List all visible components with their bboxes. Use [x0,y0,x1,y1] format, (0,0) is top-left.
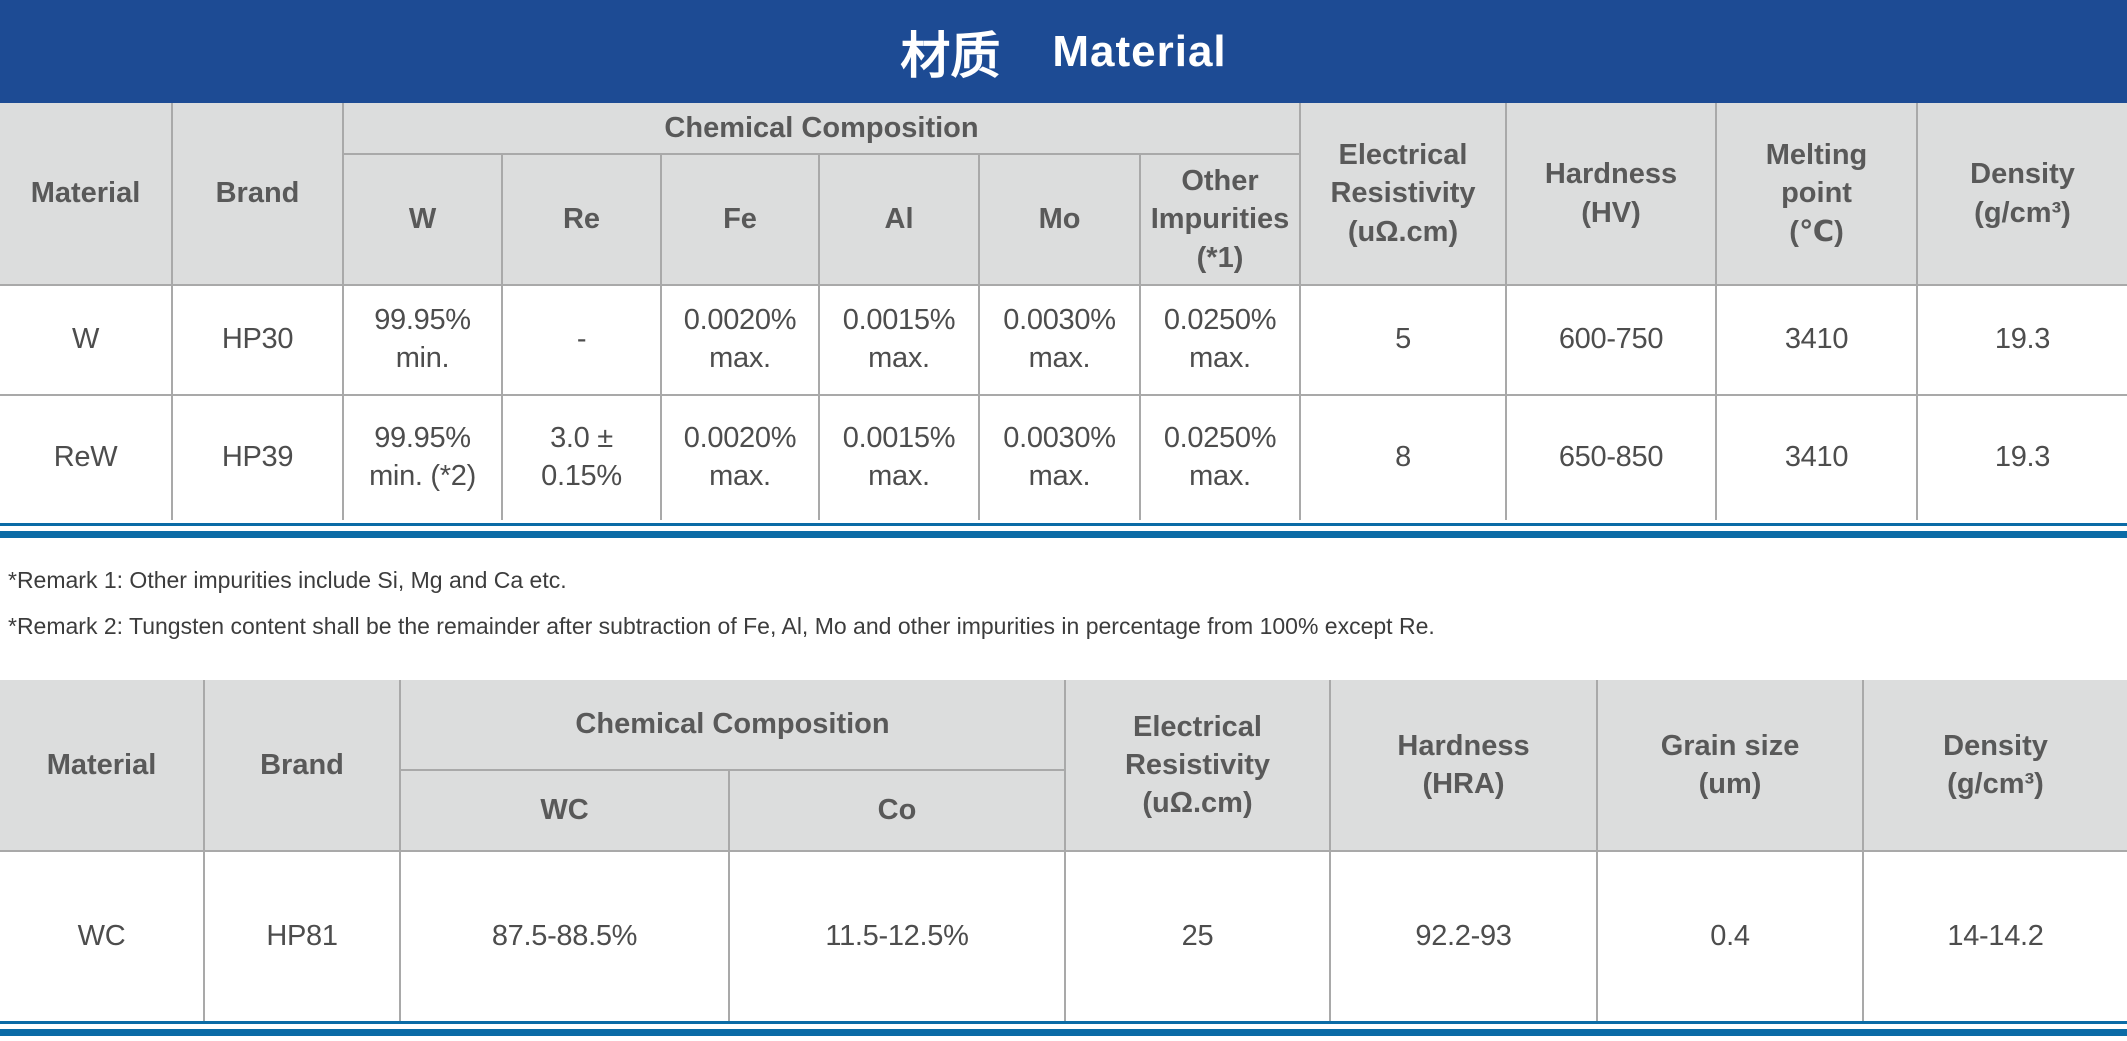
cell-al-content: 0.0015% max. [818,284,980,396]
cell-density: 14-14.2 [1862,850,2127,1022]
cell-mo-content: 0.0030% max. [978,394,1141,520]
material-table-tungsten: Material Brand Chemical Composition Elec… [0,103,2127,520]
cell-w-content: 99.95% min. [342,284,503,396]
header-element-fe: Fe [660,153,820,286]
header-electrical-resistivity: Electrical Resistivity (uΩ.cm) [1064,680,1332,853]
cell-resistivity: 25 [1064,850,1332,1022]
header-melting-point: Melting point (℃) [1715,103,1919,286]
cell-material: W [0,284,173,396]
header-brand: Brand [171,103,344,286]
section-divider [0,523,2127,538]
divider-gap [0,526,2127,531]
cell-material: WC [0,850,205,1022]
divider-thick-line [0,1029,2127,1037]
divider-thin-line [0,523,2127,526]
header-other-impurities: Other Impurities (*1) [1138,153,1301,286]
divider-thick-line [0,531,2127,538]
header-element-co: Co [727,769,1066,853]
header-brand: Brand [203,680,401,853]
divider-gap [0,1024,2127,1030]
carbide-table-section: Material Brand Chemical Composition Elec… [0,680,2127,1022]
cell-wc-content: 87.5-88.5% [399,850,730,1022]
page-title-english: Material [1052,26,1227,76]
header-hardness-hra: Hardness (HRA) [1329,680,1599,853]
cell-re-content: 3.0 ± 0.15% [501,394,662,520]
title-banner: 材质 Material [0,0,2127,103]
cell-other-impurities: 0.0250% max. [1138,284,1302,396]
page-title-chinese: 材质 [900,27,1001,84]
cell-hardness: 600-750 [1505,284,1718,396]
cell-re-content: - [501,284,662,396]
header-density: Density (g/cm³) [1916,103,2127,286]
header-element-mo: Mo [978,153,1141,286]
header-element-al: Al [818,153,980,286]
cell-grain-size: 0.4 [1596,850,1865,1022]
cell-fe-content: 0.0020% max. [660,284,820,396]
header-element-re: Re [501,153,662,286]
header-hardness-hv: Hardness (HV) [1505,103,1718,286]
header-element-wc: WC [400,769,730,853]
cell-other-impurities: 0.0250% max. [1138,394,1302,520]
material-table-carbide: Material Brand Chemical Composition Elec… [0,680,2127,1022]
table-row-rew: ReW HP39 99.95% min. (*2) 3.0 ± 0.15% 0.… [0,394,2127,520]
cell-brand: HP39 [171,394,344,520]
cell-al-content: 0.0015% max. [818,394,980,520]
remark-2: *Remark 2: Tungsten content shall be the… [8,613,1435,640]
header-grain-size: Grain size (um) [1596,680,1865,853]
header-density: Density (g/cm³) [1862,680,2127,853]
cell-hardness: 92.2-93 [1329,850,1599,1022]
cell-brand: HP81 [203,850,401,1022]
bottom-divider [0,1021,2127,1037]
cell-co-content: 11.5-12.5% [727,850,1067,1022]
cell-hardness: 650-850 [1505,394,1718,520]
cell-melting-point: 3410 [1715,284,1919,396]
cell-density: 19.3 [1916,284,2127,396]
divider-thin-line [0,1021,2127,1025]
cell-w-content: 99.95% min. (*2) [342,394,503,520]
remark-1: *Remark 1: Other impurities include Si, … [8,567,567,593]
remarks-section: *Remark 1: Other impurities include Si, … [8,565,2127,642]
header-chemical-composition: Chemical Composition [398,680,1067,772]
table-row-wc: WC HP81 87.5-88.5% 11.5-12.5% 25 92.2-93… [0,850,2127,1022]
cell-resistivity: 8 [1299,394,1508,520]
cell-material: ReW [0,394,173,520]
cell-resistivity: 5 [1299,284,1508,396]
cell-melting-point: 3410 [1715,394,1919,520]
header-chemical-composition: Chemical Composition [341,103,1302,155]
header-element-w: W [343,153,503,286]
cell-brand: HP30 [171,284,344,396]
cell-fe-content: 0.0020% max. [660,394,820,520]
table-row-w: W HP30 99.95% min. - 0.0020% max. 0.0015… [0,284,2127,396]
header-electrical-resistivity: Electrical Resistivity (uΩ.cm) [1299,103,1508,286]
cell-mo-content: 0.0030% max. [978,284,1141,396]
header-material: Material [0,680,205,853]
header-material: Material [0,103,173,286]
cell-density: 19.3 [1916,394,2127,520]
